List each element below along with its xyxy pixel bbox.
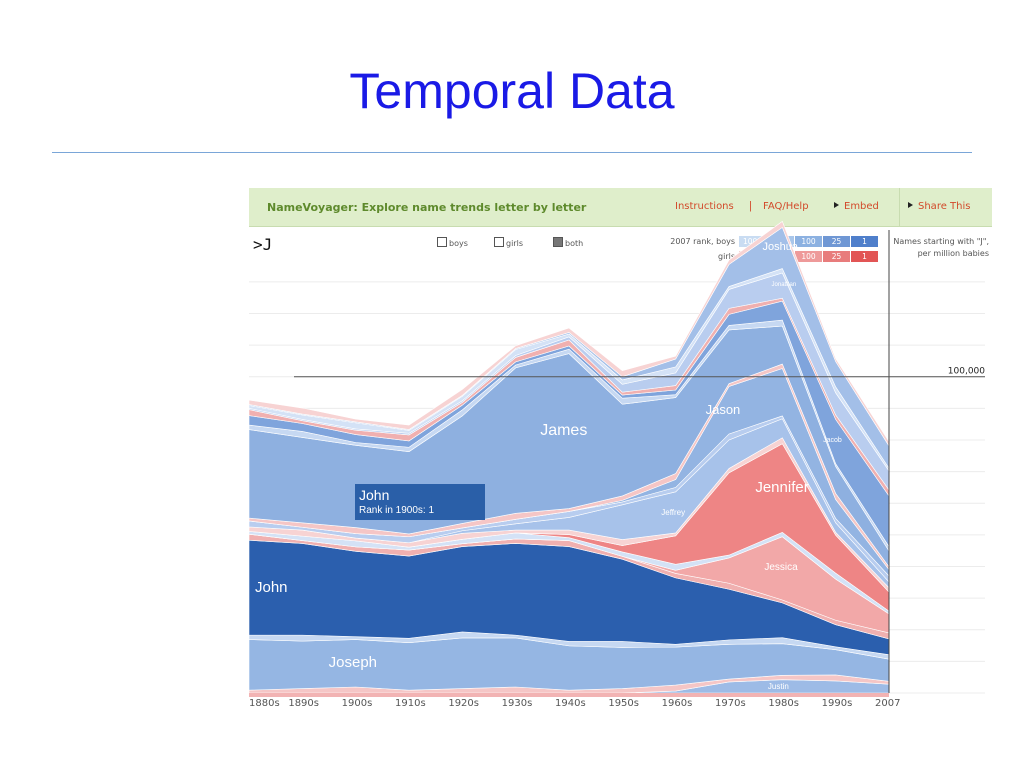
x-tick-label: 1880s (249, 698, 280, 709)
x-tick-label: 1990s (821, 698, 853, 709)
faq-help-link[interactable]: FAQ/Help (763, 201, 809, 212)
hover-tooltip: John Rank in 1900s: 1 (355, 484, 485, 520)
x-tick-label: 1910s (395, 698, 426, 709)
boys-checkbox[interactable]: boys (437, 237, 468, 248)
stream-label-joseph: Joseph (328, 654, 378, 672)
x-tick-label: 2007 (875, 698, 901, 709)
stream-label-jeffrey: Jeffrey (661, 507, 686, 517)
rank-cell-girls-1: 1 (851, 251, 878, 262)
both-label: both (565, 239, 584, 248)
play-triangle-icon (834, 202, 839, 208)
y-axis-caption: Names starting with "J", per million bab… (893, 237, 989, 258)
stream-label-jessica: Jessica (764, 562, 798, 574)
rank-cell-girls-25: 25 (823, 251, 850, 262)
stream-label-jennifer: Jennifer (755, 479, 809, 497)
share-label: Share This (918, 201, 971, 212)
stream-label-jacob: Jacob (823, 437, 842, 445)
x-tick-label: 1960s (661, 698, 693, 709)
x-tick-label: 1930s (501, 698, 533, 709)
x-tick-label: 1890s (288, 698, 319, 709)
checkbox-box (494, 237, 504, 247)
slide-title: Temporal Data (349, 63, 675, 119)
boys-label: boys (449, 239, 468, 248)
x-tick-label: 1900s (341, 698, 373, 709)
tooltip-rank: Rank in 1900s: 1 (359, 505, 435, 516)
girls-checkbox[interactable]: girls (494, 237, 523, 248)
stream-chart[interactable]: 100,000 (249, 188, 992, 698)
stream-label-jonathan: Jonathan (771, 282, 797, 288)
rank-legend-boys-label: 2007 rank, boys (670, 237, 735, 246)
rank-cell-girls-100: 100 (795, 251, 822, 262)
stream-label-justin: Justin (767, 681, 789, 691)
share-link[interactable]: Share This (908, 201, 970, 212)
tooltip-name: John (359, 487, 390, 503)
rank-cell-boys-25: 25 (823, 236, 850, 247)
link-separator: | (749, 200, 752, 212)
search-input[interactable]: >J (253, 235, 273, 254)
girls-label: girls (506, 239, 523, 248)
embed-link[interactable]: Embed (834, 201, 879, 212)
stream-label-james: James (540, 421, 588, 439)
embed-label: Embed (844, 201, 879, 212)
x-tick-label: 1950s (608, 698, 639, 709)
play-triangle-icon (908, 202, 913, 208)
stream-label-john: John (255, 578, 288, 596)
stream-label-jason: Jason (705, 402, 741, 418)
instructions-link[interactable]: Instructions (675, 201, 734, 212)
rank-cell-boys-1000: 1000 (739, 236, 766, 247)
checkbox-box-checked (553, 237, 563, 247)
value-marker-label: 100,000 (948, 367, 985, 377)
both-checkbox[interactable]: both (553, 237, 583, 248)
rank-cell-boys-1: 1 (851, 236, 878, 247)
x-tick-label: 1970s (715, 698, 746, 709)
x-tick-label: 1920s (448, 698, 479, 709)
app-title: NameVoyager: Explore name trends letter … (267, 201, 587, 214)
baseline-stripe (249, 693, 889, 697)
x-tick-label: 1980s (768, 698, 799, 709)
rank-legend-girls-label: girls (718, 252, 735, 261)
x-axis: 1880s 1890s 1900s 1910s 1920s 1930s 1940s 1950s… (249, 698, 992, 714)
checkbox-box (437, 237, 447, 247)
title-divider (52, 152, 972, 153)
header-divider (899, 188, 900, 226)
header-bar: NameVoyager: Explore name trends letter … (249, 188, 992, 227)
x-tick-label: 1940s (555, 698, 586, 709)
namevoyager-app: NameVoyager: Explore name trends letter … (249, 188, 992, 718)
stream-label-joshua: Joshua (762, 241, 799, 254)
rank-cell-boys-100: 100 (795, 236, 822, 247)
